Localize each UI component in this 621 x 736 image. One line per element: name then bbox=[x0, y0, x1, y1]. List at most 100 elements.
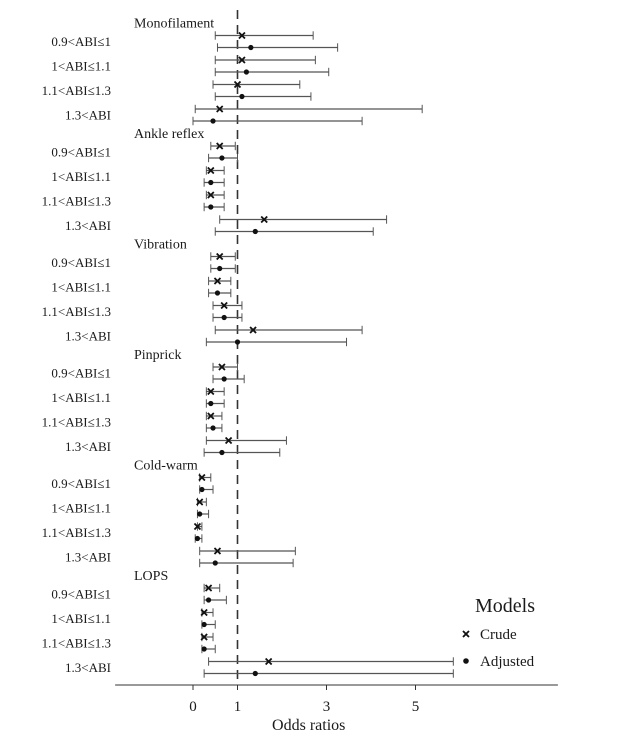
group-label: Ankle reflex bbox=[134, 127, 204, 142]
row: 1<ABI≤1.1 bbox=[51, 497, 210, 519]
row: 1.1<ABI≤1.3 bbox=[42, 190, 225, 212]
legend-entry-label: Adjusted bbox=[480, 654, 535, 670]
row-label: 0.9<ABI≤1 bbox=[51, 34, 111, 49]
x-axis-label: Odds ratios bbox=[272, 717, 345, 734]
x-tick-label: 5 bbox=[412, 699, 420, 715]
row-label: 1.1<ABI≤1.3 bbox=[42, 636, 111, 651]
point-dot bbox=[197, 511, 203, 517]
point-cross bbox=[213, 547, 222, 555]
point-cross bbox=[238, 56, 246, 64]
adjusted-estimate bbox=[192, 116, 363, 126]
row: 0.9<ABI≤1 bbox=[51, 141, 238, 163]
row: 0.9<ABI≤1 bbox=[51, 583, 227, 605]
crude-estimate bbox=[200, 608, 214, 617]
row: 1.1<ABI≤1.3 bbox=[42, 301, 243, 322]
adjusted-estimate bbox=[203, 178, 225, 187]
row-label: 1.3<ABI bbox=[65, 218, 111, 233]
row: 1.3<ABI bbox=[65, 104, 423, 126]
crude-estimate bbox=[214, 325, 363, 335]
crude-estimate bbox=[210, 252, 236, 261]
row: 1.3<ABI bbox=[65, 436, 287, 457]
adjusted-estimate bbox=[201, 644, 216, 654]
row-label: 1<ABI≤1.1 bbox=[51, 59, 111, 74]
point-cross bbox=[216, 252, 224, 261]
point-dot bbox=[208, 400, 214, 407]
adjusted-estimate bbox=[214, 227, 374, 236]
row-label: 1<ABI≤1.1 bbox=[51, 169, 111, 184]
row-label: 1<ABI≤1.1 bbox=[51, 501, 111, 516]
point-dot bbox=[219, 449, 225, 456]
row: 1.1<ABI≤1.3 bbox=[42, 522, 203, 543]
row-label: 1.3<ABI bbox=[65, 329, 111, 344]
crude-estimate bbox=[205, 387, 225, 396]
adjusted-estimate bbox=[203, 669, 454, 678]
crude-estimate bbox=[208, 657, 454, 666]
crude-estimate bbox=[219, 215, 388, 224]
x-tick-label: 0 bbox=[189, 699, 197, 715]
adjusted-estimate bbox=[208, 288, 232, 298]
row: 1.3<ABI bbox=[65, 325, 363, 347]
point-dot bbox=[221, 314, 227, 321]
point-dot bbox=[194, 535, 201, 542]
legend-cross-marker bbox=[462, 630, 470, 638]
row-label: 1.1<ABI≤1.3 bbox=[42, 525, 111, 540]
crude-estimate bbox=[193, 522, 203, 531]
crude-estimate bbox=[205, 190, 225, 200]
row: 1.3<ABI bbox=[65, 546, 296, 568]
adjusted-estimate bbox=[205, 423, 223, 433]
adjusted-estimate bbox=[199, 485, 214, 494]
point-dot bbox=[219, 155, 225, 161]
crude-estimate bbox=[196, 497, 207, 507]
crude-estimate bbox=[214, 55, 316, 65]
row-label: 1<ABI≤1.1 bbox=[51, 280, 111, 295]
row: 1<ABI≤1.1 bbox=[51, 276, 232, 298]
crude-estimate bbox=[199, 546, 296, 556]
x-tick-label: 1 bbox=[234, 699, 242, 715]
point-dot bbox=[214, 290, 221, 296]
group-monofilament: Monofilament 0.9<ABI≤1 1<ABI≤1.1 1.1<ABI≤1.… bbox=[42, 17, 423, 126]
point-dot bbox=[210, 425, 216, 431]
crude-estimate bbox=[212, 362, 238, 372]
row: 1<ABI≤1.1 bbox=[51, 387, 225, 408]
row: 0.9<ABI≤1 bbox=[51, 362, 245, 384]
row-label: 1.1<ABI≤1.3 bbox=[42, 415, 111, 430]
group-label: Pinprick bbox=[134, 348, 181, 363]
row-label: 0.9<ABI≤1 bbox=[51, 476, 111, 491]
crude-estimate bbox=[205, 436, 287, 445]
point-dot bbox=[234, 339, 241, 345]
point-dot bbox=[243, 69, 249, 75]
adjusted-estimate bbox=[214, 67, 330, 77]
group-pinprick: Pinprick 0.9<ABI≤1 1<ABI≤1.1 1.1<ABI≤1.3 1.3… bbox=[42, 348, 287, 457]
adjusted-estimate bbox=[212, 313, 243, 322]
point-cross bbox=[200, 608, 208, 617]
adjusted-estimate bbox=[203, 202, 225, 212]
row-label: 0.9<ABI≤1 bbox=[51, 255, 111, 270]
point-cross bbox=[218, 363, 226, 371]
row: 0.9<ABI≤1 bbox=[51, 252, 236, 273]
point-cross bbox=[204, 584, 213, 592]
row-label: 1.3<ABI bbox=[65, 108, 111, 123]
crude-estimate bbox=[210, 141, 236, 151]
x-axis: 0 1 3 5 Odds ratios bbox=[115, 684, 558, 734]
crude-estimate bbox=[200, 632, 214, 642]
row-label: 1.1<ABI≤1.3 bbox=[42, 83, 111, 98]
point-cross bbox=[200, 633, 208, 641]
adjusted-estimate bbox=[205, 337, 348, 347]
point-cross bbox=[193, 522, 202, 531]
adjusted-estimate bbox=[216, 43, 339, 52]
crude-estimate bbox=[203, 583, 221, 593]
crude-estimate bbox=[212, 301, 243, 310]
point-cross bbox=[216, 142, 224, 150]
row: 0.9<ABI≤1 bbox=[51, 31, 339, 52]
point-cross bbox=[220, 301, 228, 310]
point-cross bbox=[233, 80, 242, 89]
x-tick-label: 3 bbox=[323, 699, 331, 715]
point-cross bbox=[207, 191, 215, 199]
legend-dot-marker bbox=[463, 658, 469, 664]
crude-estimate bbox=[194, 104, 423, 114]
row-label: 0.9<ABI≤1 bbox=[51, 366, 111, 381]
point-dot bbox=[221, 376, 227, 382]
row-label: 1<ABI≤1.1 bbox=[51, 611, 111, 626]
point-dot bbox=[217, 265, 223, 272]
row: 1.1<ABI≤1.3 bbox=[42, 411, 223, 433]
